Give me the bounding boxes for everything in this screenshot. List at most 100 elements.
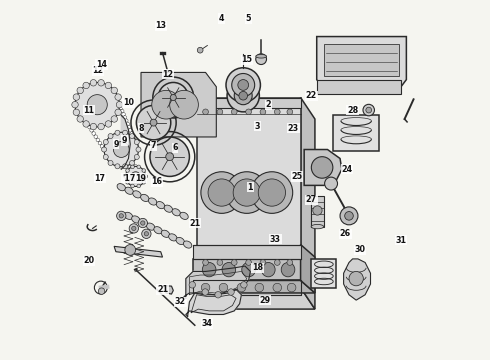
- Ellipse shape: [133, 191, 141, 198]
- Circle shape: [197, 47, 203, 53]
- Circle shape: [73, 109, 79, 116]
- Ellipse shape: [124, 212, 133, 220]
- Circle shape: [142, 180, 146, 184]
- Polygon shape: [317, 80, 401, 94]
- Circle shape: [344, 212, 353, 220]
- Circle shape: [137, 184, 141, 188]
- Circle shape: [255, 283, 264, 292]
- Circle shape: [90, 80, 97, 86]
- Circle shape: [131, 172, 140, 181]
- Circle shape: [251, 172, 293, 213]
- Circle shape: [201, 172, 243, 213]
- Ellipse shape: [311, 225, 324, 229]
- Ellipse shape: [262, 262, 275, 277]
- Circle shape: [215, 292, 221, 298]
- Ellipse shape: [139, 220, 147, 226]
- Circle shape: [75, 106, 79, 110]
- Circle shape: [105, 82, 112, 89]
- Circle shape: [122, 113, 125, 116]
- Text: '17: '17: [122, 174, 135, 183]
- Text: 28: 28: [347, 105, 358, 114]
- Text: 21: 21: [157, 285, 168, 294]
- Circle shape: [104, 132, 139, 167]
- Circle shape: [117, 211, 126, 221]
- Circle shape: [313, 151, 335, 173]
- Circle shape: [245, 109, 251, 115]
- Circle shape: [137, 165, 141, 168]
- Circle shape: [239, 91, 247, 100]
- Circle shape: [120, 165, 123, 168]
- Ellipse shape: [242, 262, 255, 277]
- Circle shape: [87, 95, 107, 115]
- Circle shape: [138, 219, 147, 228]
- Circle shape: [126, 180, 129, 184]
- Ellipse shape: [125, 187, 133, 194]
- Circle shape: [124, 119, 128, 122]
- Circle shape: [115, 130, 120, 135]
- Text: 32: 32: [175, 297, 186, 306]
- Circle shape: [111, 87, 118, 94]
- Circle shape: [122, 164, 127, 169]
- Circle shape: [201, 283, 210, 292]
- Circle shape: [203, 109, 208, 115]
- Circle shape: [98, 123, 104, 130]
- Text: 1: 1: [247, 183, 253, 192]
- Circle shape: [77, 109, 81, 113]
- Circle shape: [90, 123, 97, 130]
- Circle shape: [126, 165, 130, 168]
- Text: 34: 34: [202, 319, 213, 328]
- Polygon shape: [196, 98, 300, 108]
- Polygon shape: [333, 116, 379, 151]
- Circle shape: [134, 154, 139, 159]
- Circle shape: [227, 80, 259, 112]
- Ellipse shape: [147, 223, 155, 230]
- Ellipse shape: [156, 202, 165, 209]
- Circle shape: [166, 153, 173, 161]
- Circle shape: [226, 172, 268, 213]
- Circle shape: [170, 90, 198, 119]
- Polygon shape: [196, 288, 315, 309]
- Circle shape: [128, 129, 132, 132]
- Text: 25: 25: [292, 172, 302, 181]
- Circle shape: [79, 113, 83, 116]
- Circle shape: [133, 138, 136, 142]
- Circle shape: [100, 144, 104, 148]
- Circle shape: [96, 138, 99, 142]
- Polygon shape: [343, 259, 370, 300]
- Text: 20: 20: [83, 256, 95, 265]
- Circle shape: [311, 157, 333, 178]
- Circle shape: [363, 104, 374, 116]
- Polygon shape: [164, 286, 173, 294]
- Polygon shape: [311, 196, 324, 226]
- Circle shape: [77, 116, 83, 122]
- Circle shape: [121, 109, 124, 113]
- Text: 14: 14: [96, 60, 107, 69]
- Text: 2: 2: [266, 100, 271, 109]
- Text: 7: 7: [151, 141, 156, 150]
- Ellipse shape: [154, 227, 162, 234]
- Circle shape: [287, 260, 293, 265]
- Text: 12: 12: [162, 70, 173, 79]
- Circle shape: [129, 134, 135, 139]
- Text: 26: 26: [340, 229, 351, 238]
- Ellipse shape: [148, 198, 157, 205]
- Circle shape: [170, 95, 176, 100]
- Ellipse shape: [172, 209, 180, 216]
- Polygon shape: [300, 98, 315, 309]
- Circle shape: [108, 134, 113, 139]
- Circle shape: [142, 229, 151, 238]
- Circle shape: [137, 148, 140, 151]
- Circle shape: [232, 73, 255, 96]
- Circle shape: [77, 87, 83, 94]
- Polygon shape: [196, 98, 300, 288]
- Circle shape: [105, 121, 112, 127]
- Circle shape: [142, 169, 146, 172]
- Circle shape: [134, 165, 137, 168]
- Circle shape: [130, 165, 134, 168]
- Circle shape: [131, 184, 134, 188]
- Circle shape: [129, 161, 135, 166]
- Circle shape: [125, 165, 128, 168]
- Circle shape: [136, 147, 141, 152]
- Text: 4: 4: [219, 14, 224, 23]
- Circle shape: [245, 260, 251, 265]
